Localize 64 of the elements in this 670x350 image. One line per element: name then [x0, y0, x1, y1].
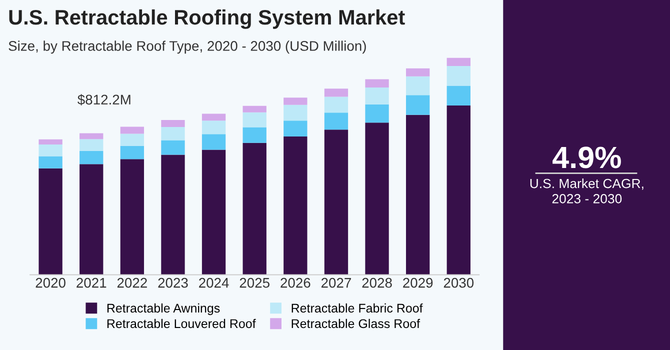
bar: [446, 86, 470, 106]
bar: [202, 150, 226, 275]
x-tick-label: 2021: [76, 278, 106, 288]
legend-label: Retractable Louvered Roof: [107, 318, 256, 328]
bar: [242, 112, 266, 128]
bar: [161, 126, 185, 140]
bar: [80, 164, 104, 275]
bar: [202, 114, 226, 121]
x-tick-label: 2026: [280, 278, 310, 288]
bar: [38, 156, 62, 168]
bar: [324, 112, 348, 130]
bar: [406, 95, 430, 115]
bar: [242, 142, 266, 275]
x-tick-label: 2028: [362, 278, 392, 288]
bar: [284, 104, 308, 121]
legend-label: Retractable Fabric Roof: [292, 303, 423, 313]
x-tick-label: 2023: [158, 278, 188, 288]
bar: [161, 154, 185, 275]
bar: [38, 168, 62, 275]
bar: [446, 58, 470, 66]
legend-label: Retractable Awnings: [107, 303, 220, 316]
bar: [406, 114, 430, 275]
bar: [284, 98, 308, 105]
bar: [365, 87, 389, 104]
bar: [120, 146, 144, 160]
bar: [284, 136, 308, 275]
bar: [38, 139, 62, 145]
bar: [365, 122, 389, 275]
bar: [284, 120, 308, 137]
bar: [324, 96, 348, 113]
text: 4.9%: [552, 146, 621, 168]
annotation: $812.2M: [78, 94, 130, 106]
bar: [365, 104, 389, 123]
bar: [120, 159, 144, 275]
x-tick-label: 2027: [321, 278, 351, 288]
bar: [324, 130, 348, 275]
chart-title: U.S. Retractable Roofing System Market: [9, 9, 405, 29]
x-tick-label: 2022: [117, 278, 147, 288]
bar: [406, 68, 430, 76]
x-tick-label: 2029: [403, 278, 433, 288]
bar: [446, 105, 470, 275]
bar: [120, 134, 144, 146]
x-tick-label: 2024: [199, 278, 229, 288]
bar: [406, 76, 430, 96]
bar: [161, 140, 185, 155]
bar: [365, 79, 389, 88]
bar: [80, 139, 104, 151]
bar: [202, 134, 226, 150]
bar: [38, 144, 62, 156]
bar: [202, 120, 226, 134]
bar: [242, 127, 266, 143]
legend-label: Retractable Glass Roof: [292, 318, 420, 328]
chart-subtitle: Size, by Retractable Roof Type, 2020 - 2030 (USD Million): [8, 40, 366, 54]
bar: [242, 106, 266, 112]
bar: [161, 120, 185, 127]
bar: [120, 126, 144, 134]
x-tick-label: 2025: [240, 278, 270, 288]
bar: [446, 66, 470, 86]
x-tick-label: 2030: [444, 278, 474, 288]
bar: [80, 150, 104, 164]
text: U.S. Market CAGR, 2023 - 2030: [530, 178, 644, 204]
bar: [80, 133, 104, 140]
x-tick-label: 2020: [36, 278, 66, 288]
bar: [324, 88, 348, 97]
